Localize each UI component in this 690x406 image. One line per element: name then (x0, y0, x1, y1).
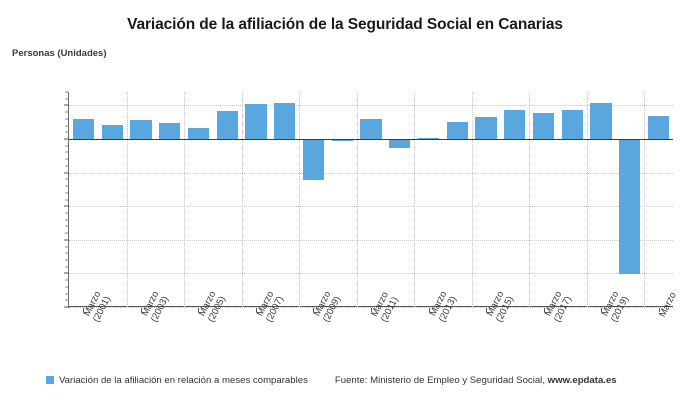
y-axis-minor-tick (65, 165, 68, 167)
gridline-vertical (414, 92, 416, 307)
bar[interactable] (417, 138, 440, 140)
bar[interactable] (389, 139, 411, 149)
x-axis-tick-mark (198, 308, 200, 312)
y-axis-unit-label: Personas (Unidades) (12, 48, 107, 59)
y-axis-minor-tick (65, 131, 68, 133)
y-axis-tick-mark (64, 205, 69, 207)
zero-baseline (69, 139, 673, 141)
gridline-vertical (241, 92, 243, 307)
gridline-vertical (529, 92, 531, 307)
y-axis-minor-tick (65, 219, 68, 221)
x-axis-tick-mark (140, 308, 142, 312)
bar[interactable] (590, 103, 612, 140)
plot-area (69, 92, 673, 308)
bar[interactable] (187, 127, 210, 140)
bar[interactable] (216, 110, 238, 140)
x-axis-tick-mark (486, 308, 488, 312)
y-axis-spine (68, 92, 69, 308)
gridline-vertical (356, 92, 358, 307)
y-axis-minor-tick (65, 199, 68, 200)
gridline-vertical (299, 92, 301, 307)
y-axis-minor-tick (65, 192, 68, 194)
y-axis-minor-tick (65, 225, 68, 227)
y-axis-minor-tick (65, 259, 68, 261)
y-axis-minor-tick (65, 299, 68, 301)
gridline-vertical (126, 92, 128, 307)
bar[interactable] (331, 139, 353, 142)
x-axis-tick-mark (601, 308, 603, 312)
y-axis-minor-tick (65, 98, 68, 100)
gridline-horizontal (69, 273, 673, 275)
chart-footer: Variación de la afiliación en relación a… (0, 370, 690, 390)
x-axis-tick-mark (543, 308, 545, 312)
y-axis-minor-tick (65, 246, 68, 248)
source-prefix: Fuente: Ministerio de Empleo y Seguridad… (334, 374, 548, 386)
bar[interactable] (647, 116, 670, 140)
gridline-horizontal (69, 105, 673, 107)
y-axis-minor-tick (65, 125, 68, 127)
x-axis-tick-mark (658, 308, 660, 312)
x-axis-tick-mark (428, 308, 430, 312)
y-axis-minor-tick (65, 111, 68, 113)
y-axis-tick-mark (64, 272, 69, 274)
bar[interactable] (245, 104, 267, 140)
y-axis-minor-tick (65, 151, 68, 153)
y-axis-minor-tick (65, 91, 68, 93)
y-axis-tick-mark (64, 239, 69, 241)
legend-color-swatch (46, 376, 54, 384)
bar[interactable] (72, 118, 95, 140)
bar[interactable] (561, 110, 583, 140)
y-axis-minor-tick (65, 178, 68, 180)
gridline-vertical (471, 92, 473, 307)
bar[interactable] (130, 120, 152, 140)
y-axis-minor-tick (65, 158, 68, 160)
x-axis-tick-mark (371, 308, 372, 312)
x-axis-tick-mark (83, 308, 85, 312)
y-axis-minor-tick (65, 145, 68, 147)
y-axis-tick-mark (64, 172, 69, 174)
gridline-horizontal (69, 239, 673, 241)
y-axis-minor-tick (65, 212, 68, 214)
y-axis-tick-mark (64, 138, 69, 140)
gridline-horizontal (69, 307, 673, 308)
source-label: Fuente: Ministerio de Empleo y Seguridad… (335, 375, 617, 386)
bar[interactable] (360, 118, 382, 140)
gridline-vertical (644, 92, 646, 307)
plot-frame (69, 92, 673, 307)
bar[interactable] (159, 122, 181, 140)
legend-label: Variación de la afiliación en relación a… (59, 374, 308, 386)
chart-title: Variación de la afiliación de la Segurid… (127, 16, 563, 33)
bar[interactable] (619, 139, 641, 275)
y-axis-minor-tick (65, 185, 68, 187)
gridline-vertical (586, 92, 588, 307)
gridline-vertical (184, 92, 186, 307)
bar[interactable] (274, 103, 296, 140)
x-axis-tick-mark (255, 308, 257, 312)
x-axis-tick-mark (313, 308, 315, 312)
y-axis-minor-tick (65, 266, 68, 268)
gridline-horizontal (69, 206, 673, 208)
y-axis-tick-mark (64, 306, 69, 308)
bar[interactable] (504, 110, 526, 140)
y-axis-minor-tick (65, 286, 68, 288)
gridline-horizontal (69, 172, 673, 174)
y-axis-minor-tick (65, 252, 68, 254)
source-site: www.epdata.es (547, 374, 617, 386)
y-axis-minor-tick (65, 232, 68, 234)
bar[interactable] (302, 139, 325, 181)
y-axis-minor-tick (65, 279, 68, 281)
bar[interactable] (101, 124, 123, 140)
bar[interactable] (446, 122, 468, 140)
y-axis-minor-tick (65, 118, 68, 120)
y-axis-tick-mark (64, 104, 69, 106)
bar[interactable] (532, 112, 555, 140)
bar[interactable] (475, 116, 497, 140)
y-axis-minor-tick (65, 293, 68, 295)
